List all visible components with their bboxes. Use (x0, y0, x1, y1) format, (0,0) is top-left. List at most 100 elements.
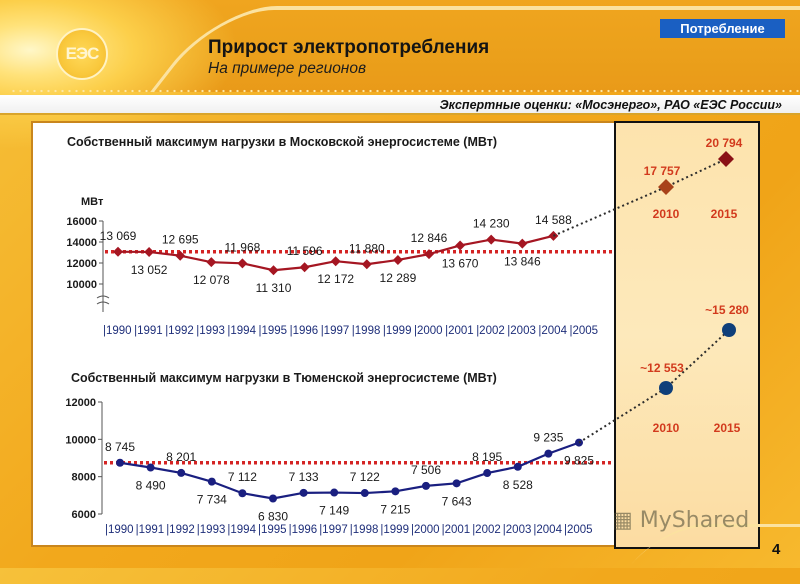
forecast-circle-marker-icon (722, 323, 736, 337)
circle-marker-icon (483, 469, 492, 478)
data-label: 12 846 (411, 231, 448, 245)
data-label: 7 112 (228, 470, 257, 484)
x-tick-label: |2005 (564, 524, 593, 536)
data-label: 12 078 (193, 273, 230, 287)
x-tick-label: |1991 (134, 325, 163, 337)
diamond-marker-icon (299, 262, 310, 273)
diamond-marker-icon (175, 250, 186, 261)
data-label: 13 846 (504, 255, 541, 269)
diamond-marker-icon (237, 258, 248, 269)
watermark: ▦ MyShared (612, 508, 749, 533)
x-tick-label: |1997 (319, 524, 348, 536)
data-label: 12 289 (380, 271, 417, 285)
x-tick-label: |1993 (197, 524, 226, 536)
x-tick-label: |1996 (290, 325, 319, 337)
x-tick-label: |2002 (472, 524, 501, 536)
circle-marker-icon (452, 479, 461, 488)
forecast-year-label: 2015 (714, 421, 741, 435)
forecast-panel (614, 121, 760, 549)
data-label: 7 643 (442, 494, 472, 508)
data-label: 11 968 (224, 240, 260, 254)
data-label: 6 830 (258, 510, 288, 524)
page-subtitle: На примере регионов (208, 60, 367, 77)
data-label: 11 880 (349, 241, 385, 255)
circle-marker-icon (422, 481, 430, 490)
circle-marker-icon (269, 494, 277, 503)
circle-marker-icon (238, 489, 247, 498)
circle-marker-icon (207, 477, 216, 486)
data-label: 14 588 (535, 213, 572, 227)
data-label: 7 506 (411, 463, 441, 477)
forecast-diamond-marker-icon (718, 151, 734, 167)
data-label: 8 528 (503, 478, 533, 492)
data-label: 12 695 (162, 233, 199, 247)
data-label: 7 149 (319, 504, 349, 518)
forecast-dotted-line (553, 158, 727, 237)
diamond-marker-icon (144, 246, 155, 257)
data-label: 9 235 (533, 431, 563, 445)
forecast-value-label: ~12 553 (640, 361, 684, 375)
x-tick-label: |1999 (383, 325, 412, 337)
data-label: 13 670 (442, 256, 479, 270)
data-label: 11 310 (256, 281, 292, 295)
axis-break-icon (96, 295, 110, 305)
page-number: 4 (772, 541, 781, 558)
data-label: 7 122 (350, 470, 380, 484)
circle-marker-icon (177, 468, 186, 477)
circle-marker-icon (513, 462, 522, 471)
data-label: 13 069 (100, 229, 137, 243)
x-tick-label: |1991 (136, 524, 165, 536)
x-tick-label: |1996 (289, 524, 318, 536)
charts-svg: Собственный максимум нагрузки в Московск… (65, 135, 749, 536)
presentation-icon: ▦ (612, 508, 640, 533)
circle-marker-icon (360, 489, 369, 498)
y-tick-label: 8000 (72, 472, 96, 484)
circle-marker-icon (299, 488, 308, 497)
x-tick-label: |1995 (258, 524, 287, 536)
diamond-marker-icon (424, 249, 434, 260)
data-label: 14 230 (473, 217, 510, 231)
y-tick-label: 10000 (66, 279, 97, 291)
forecast-value-label: ~15 280 (705, 303, 749, 317)
chart-title: Собственный максимум нагрузки в Тюменско… (71, 371, 497, 385)
diamond-marker-icon (486, 234, 497, 245)
diamond-marker-icon (455, 240, 466, 251)
circle-marker-icon (146, 463, 155, 472)
diamond-marker-icon (206, 257, 217, 268)
y-tick-label: 12000 (66, 258, 97, 270)
y-tick-label: 16000 (66, 216, 97, 228)
x-tick-label: |1995 (259, 325, 288, 337)
data-label: 8 195 (472, 450, 502, 464)
series-line (119, 441, 580, 500)
x-tick-label: |1997 (321, 325, 350, 337)
x-tick-label: |1998 (352, 325, 381, 337)
data-label: 11 596 (287, 244, 323, 258)
x-tick-label: |2000 (411, 524, 440, 536)
data-label: 7 734 (197, 493, 227, 507)
dotted-divider (10, 89, 800, 93)
data-label: 7 215 (380, 502, 410, 516)
charts-panel (31, 121, 616, 547)
y-tick-label: 6000 (72, 509, 96, 521)
diamond-marker-icon (361, 259, 372, 270)
x-tick-label: |1998 (350, 524, 379, 536)
x-tick-label: |1990 (105, 524, 134, 536)
ees-logo: ЕЭС (56, 28, 108, 80)
data-label: 8 201 (166, 450, 196, 464)
chart-title: Собственный максимум нагрузки в Московск… (67, 135, 497, 149)
forecast-year-label: 2010 (653, 207, 680, 221)
circle-marker-icon (330, 488, 339, 497)
x-tick-label: |1992 (166, 524, 195, 536)
diamond-marker-icon (113, 246, 123, 257)
section-badge: Потребление (660, 19, 785, 38)
data-label: 9 825 (564, 454, 594, 468)
x-tick-label: |2003 (507, 325, 536, 337)
diamond-marker-icon (330, 256, 341, 267)
source-strip: Экспертные оценки: «Мосэнерго», РАО «ЕЭС… (0, 95, 800, 115)
x-tick-label: |2001 (442, 524, 471, 536)
forecast-diamond-marker-icon (658, 179, 674, 195)
circle-marker-icon (544, 449, 553, 458)
x-tick-label: |1999 (380, 524, 409, 536)
y-tick-label: 10000 (65, 434, 96, 446)
data-label: 8 745 (105, 440, 135, 454)
